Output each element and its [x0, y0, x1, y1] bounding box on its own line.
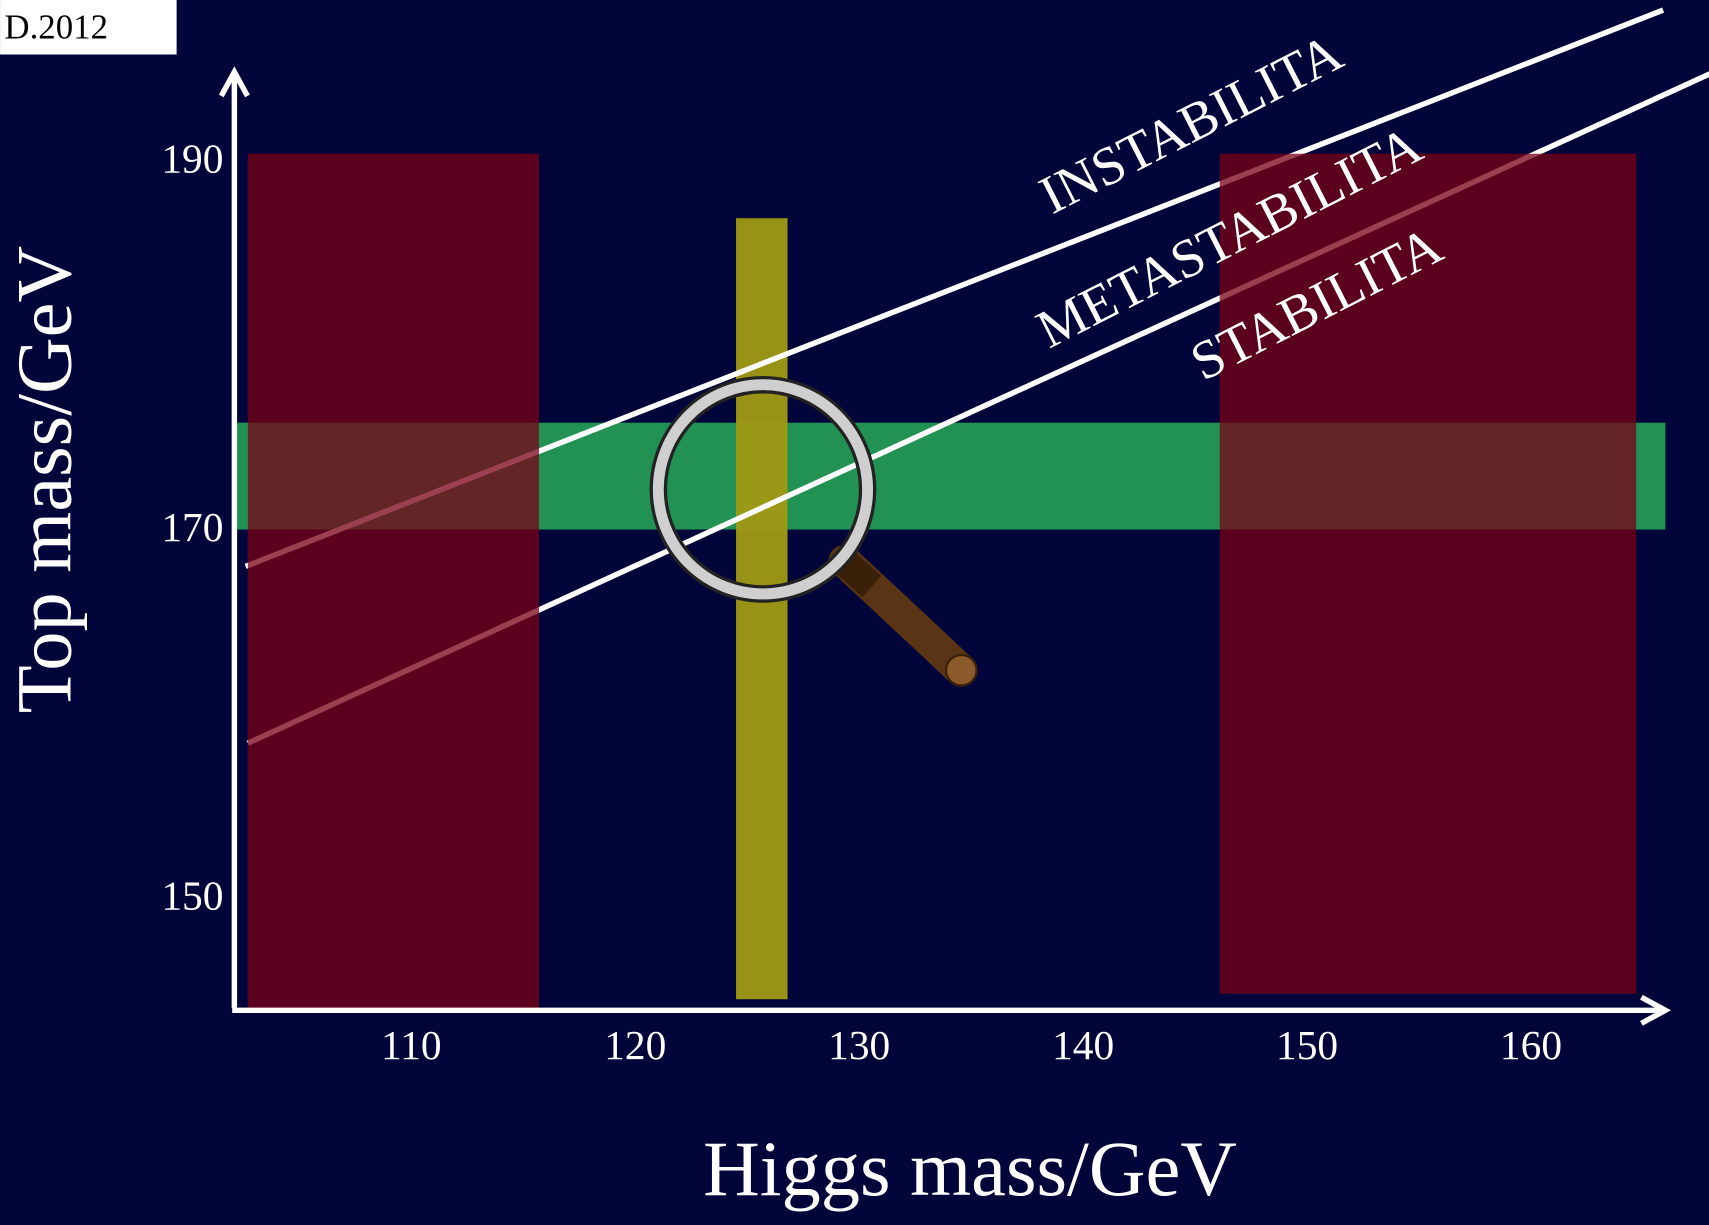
x-axis-title: Higgs mass/GeV [703, 1125, 1237, 1212]
x-axis-arrow [1640, 994, 1672, 1026]
note-box [0, 0, 177, 55]
y-axis-title: Top mass/GeV [0, 246, 87, 713]
magnifier-rim-light [652, 379, 874, 600]
excluded-region [247, 153, 539, 1009]
y-tick-label: 150 [161, 872, 223, 918]
band [736, 218, 788, 1000]
y-tick-label: 170 [161, 504, 223, 550]
x-tick-label: 150 [1276, 1022, 1338, 1068]
axes [218, 66, 1672, 1026]
y-tick-label: 190 [161, 135, 223, 181]
x-tick-label: 130 [828, 1022, 890, 1068]
x-tick-label: 160 [1500, 1022, 1562, 1068]
x-tick-label: 110 [381, 1022, 442, 1068]
x-tick-label: 120 [604, 1022, 666, 1068]
plot-area [232, 7, 1709, 1009]
magnifier [649, 376, 978, 687]
x-tick-label: 140 [1052, 1022, 1114, 1068]
excluded-region [1219, 153, 1637, 994]
magnifier-end [944, 653, 978, 687]
note: D.2012 [4, 8, 108, 47]
y-axis-arrow [218, 66, 250, 98]
